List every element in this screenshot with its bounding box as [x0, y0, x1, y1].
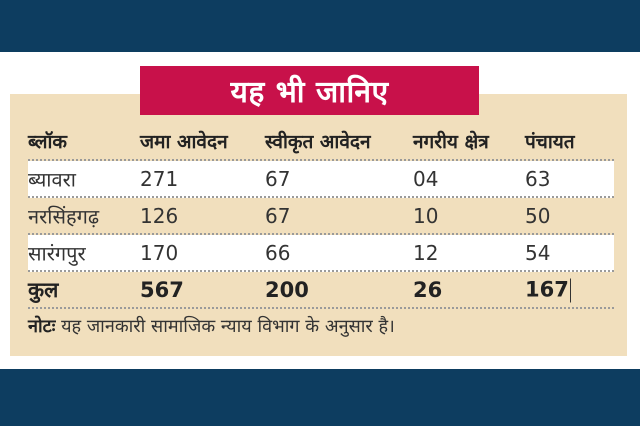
title-banner: यह भी जानिए: [140, 66, 479, 115]
cell-block: ब्यावरा: [28, 167, 76, 191]
total-panchayat-wrap: 167: [525, 277, 571, 302]
cell-urban: 10: [413, 203, 439, 228]
cell-panchayat: 54: [525, 240, 551, 265]
footnote-text: यह जानकारी सामाजिक न्याय विभाग के अनुसार…: [55, 316, 395, 337]
cell-block: नरसिंहगढ़: [28, 204, 100, 228]
cell-submitted: 271: [140, 166, 179, 191]
total-urban: 26: [413, 277, 443, 302]
text-cursor: [569, 278, 571, 302]
cell-urban: 04: [413, 166, 439, 191]
table-row: नरसिंहगढ़ 126 67 10 50: [28, 198, 614, 235]
data-table: ब्लॉक जमा आवेदन स्वीकृत आवेदन नगरीय क्षे…: [28, 123, 614, 309]
header-urban: नगरीय क्षेत्र: [413, 131, 489, 153]
table-total-row: कुल 567 200 26 167: [28, 272, 614, 309]
cell-approved: 66: [265, 240, 291, 265]
cell-approved: 67: [265, 203, 291, 228]
bottom-band: [0, 369, 640, 426]
header-submitted: जमा आवेदन: [140, 131, 228, 153]
top-band: [0, 0, 640, 52]
cell-submitted: 170: [140, 240, 179, 265]
table-header-row: ब्लॉक जमा आवेदन स्वीकृत आवेदन नगरीय क्षे…: [28, 123, 614, 161]
table-row: सारंगपुर 170 66 12 54: [28, 235, 614, 272]
cell-submitted: 126: [140, 203, 179, 228]
header-block: ब्लॉक: [28, 131, 67, 153]
cell-panchayat: 63: [525, 166, 551, 191]
footnote: नोटः यह जानकारी सामाजिक न्याय विभाग के अ…: [28, 314, 395, 338]
total-panchayat: 167: [525, 277, 569, 301]
header-panchayat: पंचायत: [525, 131, 575, 153]
cell-block: सारंगपुर: [28, 241, 86, 265]
cell-urban: 12: [413, 240, 439, 265]
total-approved: 200: [265, 277, 309, 302]
total-submitted: 567: [140, 277, 184, 302]
total-label: कुल: [28, 277, 59, 302]
cell-panchayat: 50: [525, 203, 551, 228]
footnote-label: नोटः: [28, 316, 56, 337]
cell-approved: 67: [265, 166, 291, 191]
table-row: ब्यावरा 271 67 04 63: [28, 161, 614, 198]
header-approved: स्वीकृत आवेदन: [265, 131, 371, 153]
title-text: यह भी जानिए: [230, 75, 389, 110]
info-card: [10, 94, 627, 356]
